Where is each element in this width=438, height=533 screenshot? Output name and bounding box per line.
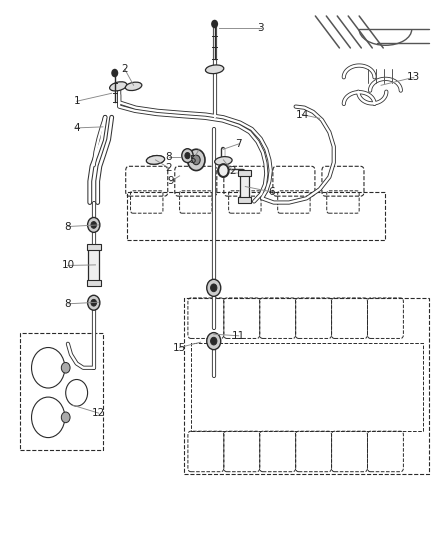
Ellipse shape [147,156,164,164]
Text: 3: 3 [257,23,264,33]
Ellipse shape [146,156,165,164]
Text: 11: 11 [232,331,245,341]
Text: 1: 1 [73,96,80,106]
Bar [240,172,249,201]
Circle shape [218,164,229,177]
Text: 4: 4 [73,123,80,133]
Text: 2: 2 [165,163,172,173]
Circle shape [192,155,200,165]
Bar [87,280,101,286]
Circle shape [111,69,118,77]
Text: 15: 15 [173,343,186,352]
Circle shape [207,279,221,296]
Circle shape [211,284,217,292]
Circle shape [182,149,193,163]
Bar [87,244,101,250]
Text: 2: 2 [229,166,236,175]
Circle shape [187,149,205,171]
Text: 7: 7 [235,139,242,149]
Circle shape [61,412,70,423]
Text: 6: 6 [268,187,275,197]
Text: 9: 9 [167,176,174,186]
Text: 8: 8 [64,222,71,231]
Text: 10: 10 [61,261,74,270]
Bar [184,298,429,474]
Ellipse shape [215,157,232,165]
Circle shape [211,20,218,28]
Circle shape [61,362,70,373]
Bar [238,169,251,176]
Text: 5: 5 [189,155,196,165]
Ellipse shape [110,82,127,91]
Ellipse shape [125,82,142,91]
Text: 8: 8 [64,299,71,309]
Bar [88,246,99,284]
Ellipse shape [205,65,224,74]
Circle shape [91,300,96,306]
Circle shape [88,217,100,232]
Circle shape [211,337,217,345]
Bar [191,343,423,431]
Circle shape [91,222,96,228]
Circle shape [207,333,221,350]
Text: 12: 12 [92,408,105,418]
Text: 8: 8 [165,152,172,162]
Text: 14: 14 [296,110,309,119]
Text: 13: 13 [407,72,420,82]
Circle shape [185,152,190,159]
Bar [20,333,103,450]
Text: 2: 2 [121,64,128,74]
Circle shape [88,295,100,310]
Bar [238,197,251,203]
